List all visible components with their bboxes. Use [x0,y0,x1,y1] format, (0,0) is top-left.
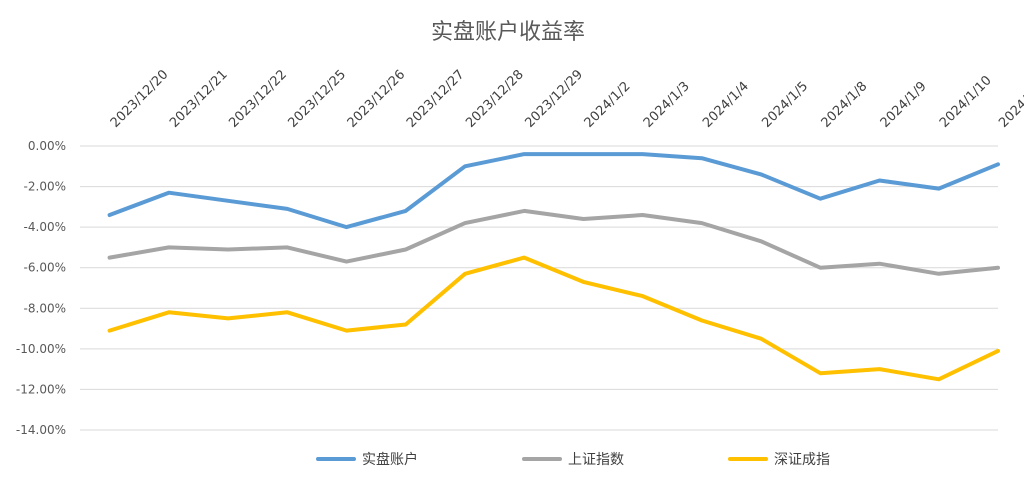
x-tick-label: 2023/12/21 [167,67,231,131]
x-tick-label: 2024/1/4 [700,79,752,131]
legend: 实盘账户 上证指数 深证成指 [316,451,830,468]
x-tick-label: 2024/1/9 [878,79,930,131]
x-tick-label: 2023/12/25 [286,67,350,131]
y-tick-label: -6.00% [24,261,66,275]
series-line [107,208,1000,276]
x-tick-label: 2023/12/27 [404,67,468,131]
y-tick-label: -12.00% [16,382,66,396]
legend-label: 实盘账户 [362,451,418,468]
x-axis-ticks: 2023/12/202023/12/212023/12/222023/12/25… [108,67,1024,131]
legend-label: 深证成指 [774,452,830,468]
x-tick-label: 2024/1/10 [937,73,995,131]
series-line [107,255,1000,382]
y-tick-label: -8.00% [24,301,66,315]
legend-label: 上证指数 [568,452,624,468]
x-tick-label: 2023/12/20 [108,67,172,131]
x-tick-label: 2023/12/29 [522,67,586,131]
x-tick-label: 2024/1/5 [759,79,811,131]
x-tick-label: 2023/12/22 [226,67,290,131]
series-line [107,152,1000,230]
y-tick-label: -10.00% [16,342,66,356]
gridlines [80,145,998,431]
x-tick-label: 2024/1/11 [996,73,1024,131]
series-lines [107,152,1000,382]
x-tick-label: 2024/1/3 [641,79,693,131]
y-tick-label: -4.00% [24,220,66,234]
y-tick-label: -2.00% [24,180,66,194]
y-axis-ticks: 0.00% -2.00% -4.00% -6.00% -8.00% -10.00% -12.… [16,139,66,437]
y-tick-label: -14.00% [16,423,66,437]
x-tick-label: 2024/1/8 [819,79,871,131]
y-tick-label: 0.00% [28,139,66,153]
x-tick-label: 2023/12/28 [463,67,527,131]
x-tick-label: 2024/1/2 [582,79,634,131]
x-tick-label: 2023/12/26 [345,67,409,131]
chart-title: 实盘账户收益率 [431,20,585,45]
